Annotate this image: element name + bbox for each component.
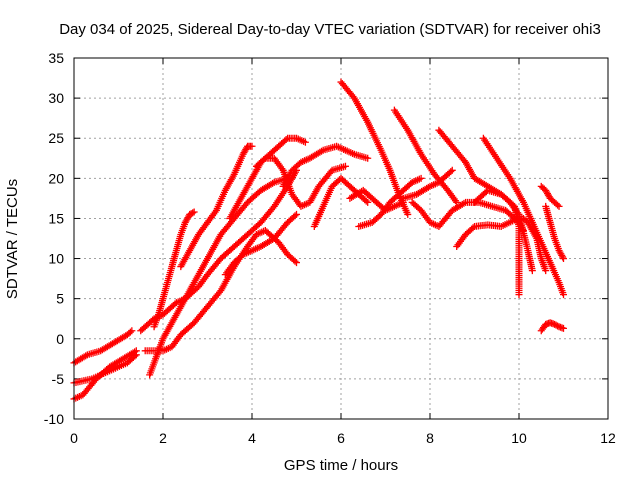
data-point [364, 154, 372, 162]
series-arc-3 [70, 347, 140, 403]
data-point [448, 166, 456, 174]
data-point [269, 179, 277, 187]
series-arc-22 [471, 186, 523, 299]
series-arc-16 [355, 174, 425, 230]
data-point [528, 267, 536, 275]
series-arc-13 [310, 174, 372, 230]
data-point [560, 255, 567, 263]
data-point [131, 348, 139, 356]
data-point [364, 198, 372, 206]
data-point [362, 197, 370, 205]
x-tick-label: 0 [70, 430, 78, 446]
plot-frame [73, 57, 609, 420]
data-point [515, 291, 523, 299]
x-tick-label: 6 [337, 430, 345, 446]
data-point [555, 202, 563, 210]
series-arc-18 [399, 166, 456, 202]
chart-title: Day 034 of 2025, Sidereal Day-to-day VTE… [59, 21, 601, 38]
x-tick-label: 12 [600, 430, 616, 446]
data-point [460, 199, 468, 207]
series-arc-1 [70, 327, 136, 367]
y-tick-label: -5 [52, 371, 65, 387]
data-point [542, 267, 550, 275]
series-arc-26 [537, 319, 567, 335]
x-tick-label: 4 [248, 430, 256, 446]
axis-ticks: 0 2 4 6 8 10 12 -10 -5 0 5 10 15 20 25 30 35 [44, 50, 616, 446]
data-point [293, 210, 300, 218]
y-tick-label: 25 [48, 130, 64, 146]
series-arc-14 [337, 78, 412, 218]
y-tick-label: 15 [48, 210, 64, 226]
series-arc-8 [177, 142, 256, 271]
data-point [189, 209, 197, 217]
series-arc-5 [141, 226, 300, 355]
data-points [70, 78, 567, 403]
data-point [559, 253, 567, 261]
x-tick-label: 8 [426, 430, 434, 446]
y-tick-label: 35 [48, 50, 64, 66]
series-arc-11 [252, 154, 349, 210]
x-tick-label: 10 [511, 430, 527, 446]
series-arc-7 [150, 208, 198, 331]
data-point [291, 257, 299, 265]
data-point [404, 210, 412, 218]
data-point [126, 328, 134, 336]
data-point [560, 324, 567, 332]
y-tick-label: -10 [44, 411, 64, 427]
data-point [554, 201, 562, 209]
y-tick-label: 0 [56, 331, 64, 347]
data-point [318, 147, 326, 155]
series-arc-10 [226, 134, 309, 222]
y-axis-label: SDTVAR / TECUs [4, 179, 21, 299]
series-arc-24 [537, 182, 563, 210]
series-arc-25 [542, 202, 567, 263]
data-point [190, 208, 198, 216]
y-tick-label: 20 [48, 170, 64, 186]
data-point [291, 212, 299, 220]
series-arc-9 [221, 210, 300, 279]
x-axis-label: GPS time / hours [284, 457, 398, 474]
data-point [417, 174, 425, 182]
data-point [447, 168, 455, 176]
data-point [282, 136, 290, 144]
y-tick-label: 5 [56, 291, 64, 307]
data-point [128, 327, 136, 335]
data-point [293, 259, 300, 267]
data-point [132, 347, 140, 355]
data-point [341, 162, 349, 170]
data-point [301, 138, 309, 146]
y-tick-label: 30 [48, 90, 64, 106]
x-tick-label: 2 [159, 430, 167, 446]
data-point [560, 291, 567, 299]
series-arc-23 [479, 134, 567, 299]
data-point [82, 352, 90, 360]
data-point [469, 224, 477, 232]
data-point [248, 142, 256, 150]
data-point [260, 156, 268, 164]
series-arc-12 [279, 142, 372, 190]
y-tick-label: 10 [48, 251, 64, 267]
